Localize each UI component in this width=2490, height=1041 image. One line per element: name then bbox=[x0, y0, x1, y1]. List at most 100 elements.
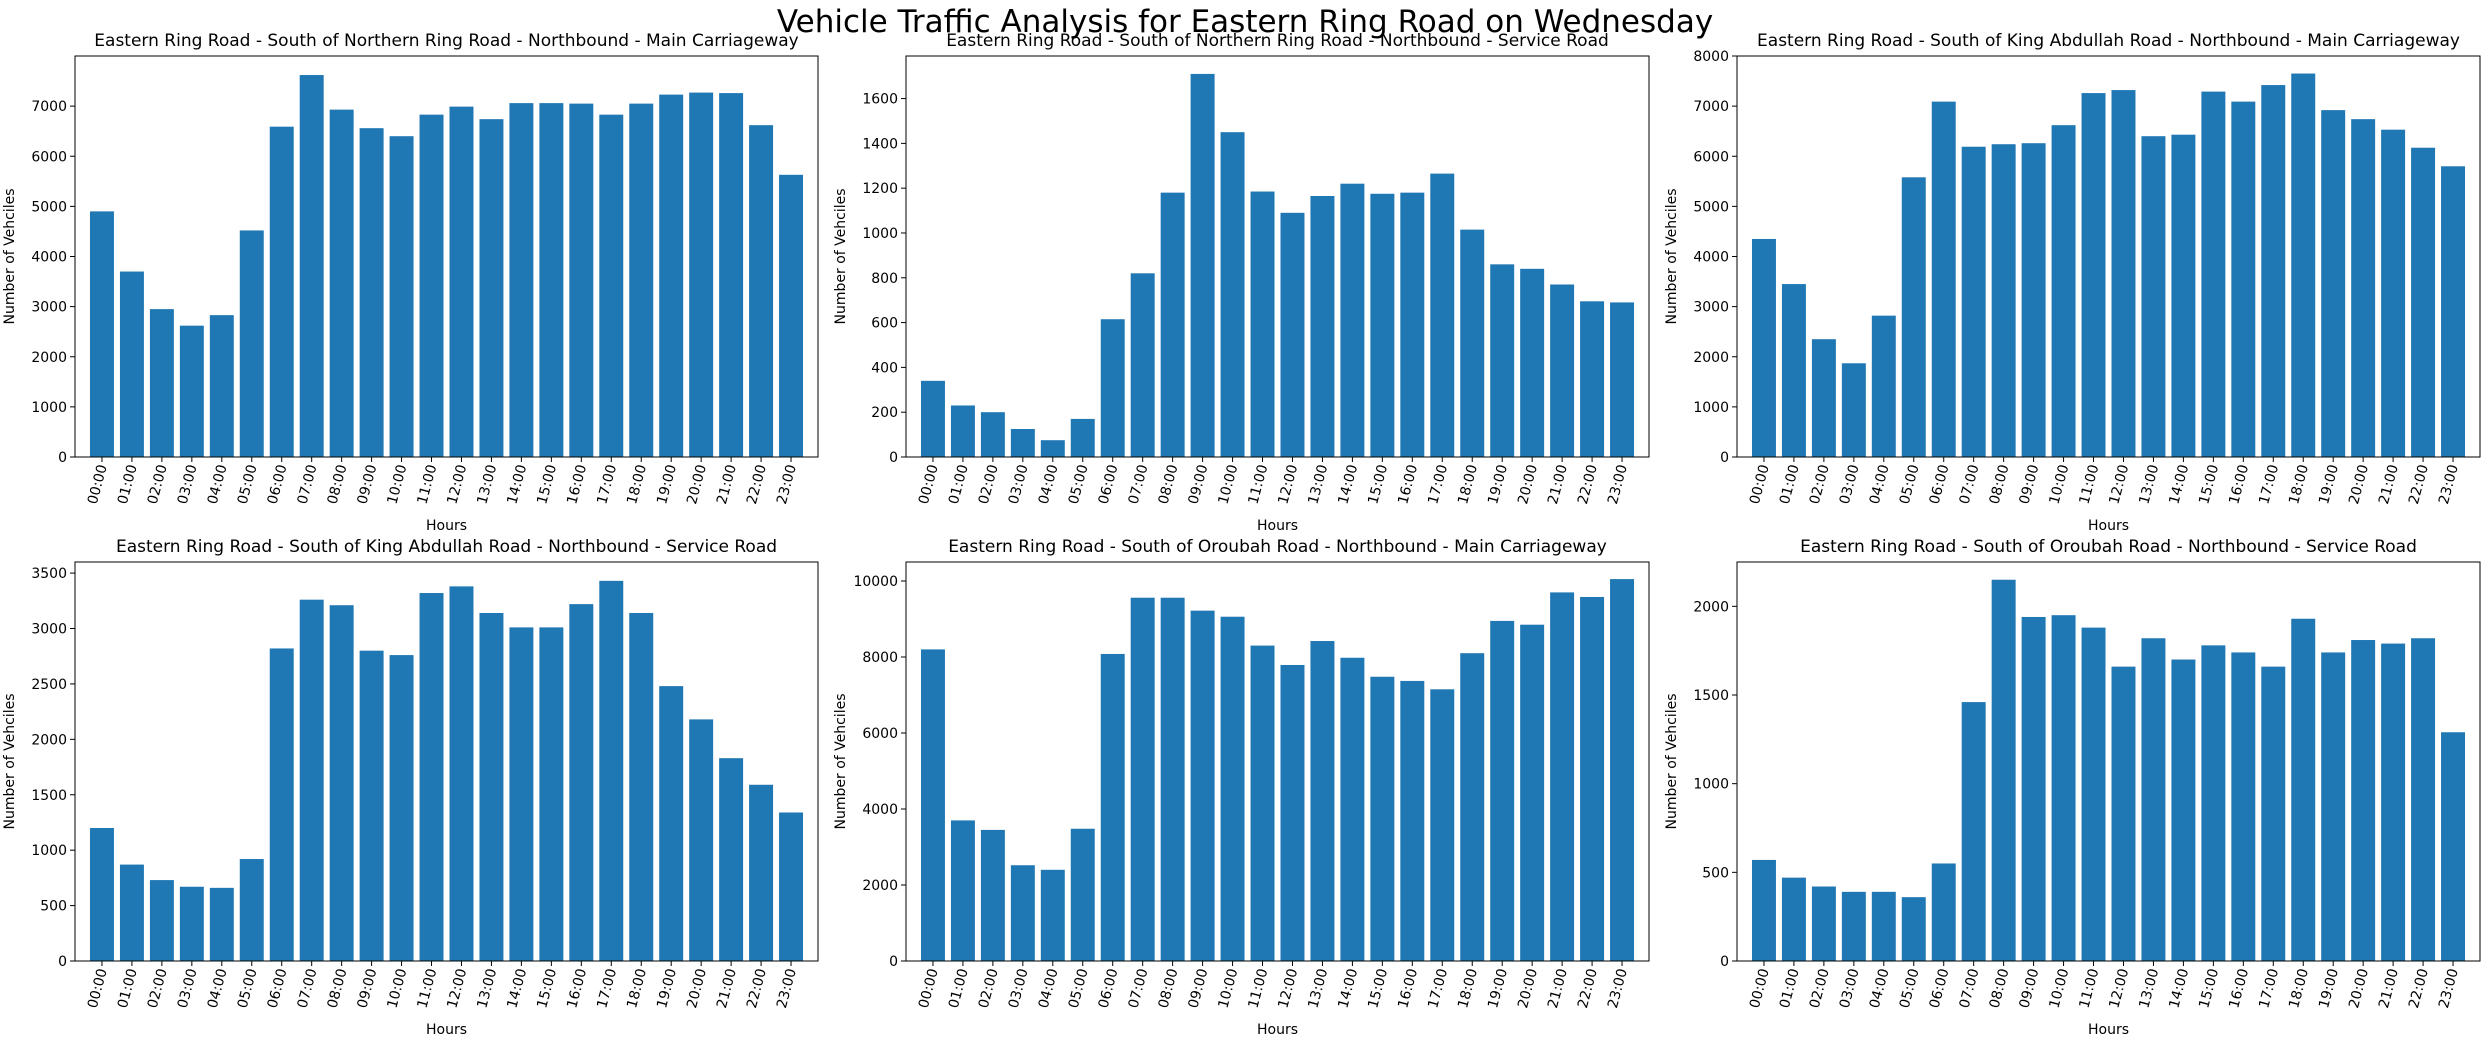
bar-0700 bbox=[1130, 273, 1155, 457]
bar-2100 bbox=[2381, 129, 2406, 457]
y-tick-label: 0 bbox=[58, 450, 67, 466]
y-tick-label: 2500 bbox=[31, 677, 67, 693]
x-axis-label: Hours bbox=[2088, 1022, 2129, 1038]
x-tick-label: 11:00 bbox=[1245, 463, 1271, 506]
x-tick-label: 09:00 bbox=[355, 463, 381, 506]
x-tick-label: 12:00 bbox=[2106, 463, 2132, 506]
x-tick-label: 19:00 bbox=[654, 967, 680, 1010]
x-tick-label: 05:00 bbox=[235, 463, 261, 506]
x-tick-label: 18:00 bbox=[2286, 967, 2312, 1010]
x-tick-label: 13:00 bbox=[1305, 967, 1331, 1010]
bar-0700 bbox=[299, 599, 324, 961]
bar-1000 bbox=[389, 136, 414, 457]
bar-1400 bbox=[2171, 134, 2196, 457]
y-tick-label: 1000 bbox=[1693, 777, 1729, 793]
x-tick-label: 09:00 bbox=[1186, 967, 1212, 1010]
bar-1100 bbox=[2081, 627, 2106, 961]
bar-1100 bbox=[419, 593, 444, 961]
x-tick-label: 12:00 bbox=[444, 967, 470, 1010]
x-tick-label: 14:00 bbox=[1335, 463, 1361, 506]
x-tick-label: 11:00 bbox=[1245, 967, 1271, 1010]
bar-0000 bbox=[89, 211, 114, 457]
bar-0800 bbox=[1991, 144, 2016, 457]
x-tick-label: 23:00 bbox=[774, 463, 800, 506]
bar-0900 bbox=[359, 128, 384, 457]
y-tick-label: 600 bbox=[871, 316, 898, 332]
x-tick-label: 21:00 bbox=[1545, 463, 1571, 506]
x-tick-label: 00:00 bbox=[85, 463, 111, 506]
x-tick-label: 20:00 bbox=[684, 463, 710, 506]
bar-0800 bbox=[1160, 597, 1185, 961]
x-tick-label: 22:00 bbox=[1575, 463, 1601, 506]
y-tick-label: 3000 bbox=[31, 300, 67, 316]
bar-1800 bbox=[629, 103, 654, 458]
bar-0500 bbox=[1901, 177, 1926, 458]
y-tick-label: 2000 bbox=[1693, 350, 1729, 366]
bar-1500 bbox=[539, 103, 564, 458]
x-tick-label: 10:00 bbox=[385, 463, 411, 506]
chart-title: Eastern Ring Road - South of King Abdull… bbox=[1757, 31, 2460, 51]
x-tick-label: 08:00 bbox=[1987, 463, 2013, 506]
bar-0900 bbox=[2021, 616, 2046, 961]
bar-0100 bbox=[1781, 284, 1806, 457]
x-tick-label: 04:00 bbox=[1036, 967, 1062, 1010]
bar-0200 bbox=[149, 880, 174, 961]
bar-2000 bbox=[689, 719, 714, 961]
x-tick-label: 07:00 bbox=[1957, 967, 1983, 1010]
x-tick-label: 16:00 bbox=[2226, 967, 2252, 1010]
bar-1200 bbox=[2111, 90, 2136, 457]
axes-frame bbox=[905, 561, 1650, 962]
x-axis-label: Hours bbox=[426, 1022, 467, 1038]
bar-1000 bbox=[1220, 616, 1245, 961]
bar-1500 bbox=[539, 627, 564, 961]
x-tick-label: 13:00 bbox=[474, 967, 500, 1010]
y-tick-label: 4000 bbox=[31, 250, 67, 266]
x-tick-label: 06:00 bbox=[265, 967, 291, 1010]
bar-1600 bbox=[2231, 652, 2256, 961]
bar-1200 bbox=[2111, 666, 2136, 961]
x-tick-label: 15:00 bbox=[1365, 463, 1391, 506]
x-tick-label: 06:00 bbox=[1927, 967, 1953, 1010]
y-tick-label: 0 bbox=[889, 450, 898, 466]
bar-2300 bbox=[779, 812, 804, 961]
y-tick-label: 3000 bbox=[1693, 300, 1729, 316]
x-tick-label: 23:00 bbox=[2436, 463, 2462, 506]
x-tick-label: 07:00 bbox=[295, 463, 321, 506]
chart-panel-3: 0 1000 2000 3000 4000 5000 6000 7000 8000 00:00 01… bbox=[1664, 31, 2481, 534]
bar-0200 bbox=[149, 309, 174, 457]
bar-0900 bbox=[1190, 73, 1215, 458]
chart-panel-4: 0 500 1000 1500 2000 2500 3000 3500 00:00 01:00 02… bbox=[2, 537, 819, 1038]
bar-1500 bbox=[2201, 645, 2226, 961]
x-tick-label: 16:00 bbox=[1395, 967, 1421, 1010]
bar-0100 bbox=[950, 820, 975, 961]
bar-2300 bbox=[1610, 579, 1635, 961]
x-tick-label: 13:00 bbox=[1305, 463, 1331, 506]
x-tick-label: 15:00 bbox=[2196, 463, 2222, 506]
x-tick-label: 22:00 bbox=[2406, 463, 2432, 506]
bar-1500 bbox=[1370, 193, 1395, 457]
y-axis-label: Number of Vehciles bbox=[833, 694, 849, 830]
x-tick-label: 07:00 bbox=[1126, 967, 1152, 1010]
x-tick-label: 10:00 bbox=[1216, 967, 1242, 1010]
bar-0700 bbox=[1961, 702, 1986, 961]
x-tick-label: 11:00 bbox=[2076, 967, 2102, 1010]
x-tick-label: 15:00 bbox=[534, 463, 560, 506]
x-tick-label: 16:00 bbox=[564, 463, 590, 506]
bar-1100 bbox=[419, 114, 444, 458]
x-tick-label: 04:00 bbox=[1867, 967, 1893, 1010]
x-tick-label: 06:00 bbox=[1927, 463, 1953, 506]
x-tick-label: 04:00 bbox=[205, 967, 231, 1010]
x-tick-label: 23:00 bbox=[2436, 967, 2462, 1010]
x-tick-label: 21:00 bbox=[1545, 967, 1571, 1010]
y-tick-label: 500 bbox=[1702, 865, 1729, 881]
x-tick-label: 04:00 bbox=[1867, 463, 1893, 506]
x-tick-label: 02:00 bbox=[145, 463, 171, 506]
bar-0300 bbox=[1010, 865, 1035, 961]
x-tick-label: 18:00 bbox=[624, 967, 650, 1010]
y-tick-label: 3500 bbox=[31, 566, 67, 582]
x-tick-label: 14:00 bbox=[504, 967, 530, 1010]
x-tick-label: 21:00 bbox=[2376, 967, 2402, 1010]
x-tick-label: 05:00 bbox=[1066, 463, 1092, 506]
